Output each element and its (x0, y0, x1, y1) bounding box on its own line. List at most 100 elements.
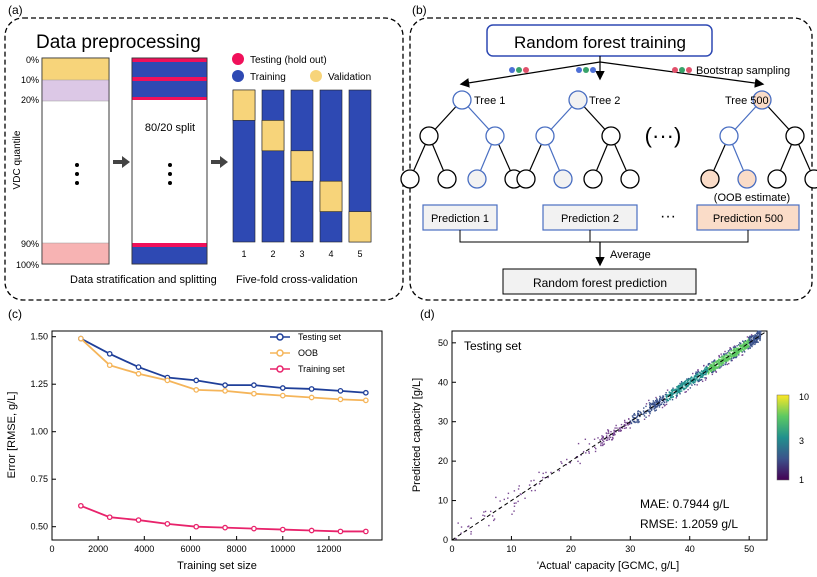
fold-5-validation (348, 211, 372, 243)
scatter-point (747, 338, 750, 341)
scatter-point (684, 380, 687, 382)
scatter-point (724, 354, 726, 357)
scatter-point (656, 403, 659, 406)
scatter-point (683, 383, 685, 385)
scatter-point (743, 351, 746, 353)
scatter-point (585, 452, 587, 454)
scatter-point (744, 343, 747, 345)
split-legend: Testing (hold out) Training Validation (232, 53, 371, 83)
x-tick-label: 4000 (134, 544, 154, 554)
scatter-point (672, 393, 675, 395)
tree-500-label: Tree 500 (725, 95, 769, 107)
scatter-point (623, 425, 626, 427)
y-tick-label: 40 (438, 377, 448, 387)
scatter-point (718, 355, 720, 358)
scatter-point (670, 396, 672, 398)
scatter-point (673, 389, 675, 392)
scatter-point (756, 339, 758, 341)
scatter-point (756, 333, 758, 335)
tree-2-node (535, 126, 555, 146)
scatter-point (637, 411, 639, 413)
series-point-1 (251, 390, 257, 397)
scatter-point (718, 354, 720, 357)
legend-validation-marker (310, 70, 322, 82)
scatter-point (602, 439, 604, 442)
scatter-point (659, 404, 661, 406)
legend-testing-marker (276, 333, 284, 341)
scatter-point (689, 378, 692, 380)
scatter-point (707, 368, 709, 370)
scatter-point (677, 385, 680, 387)
series-point-2 (362, 528, 369, 535)
prediction-1: Prediction 1 (431, 213, 489, 225)
legend-training: Training (250, 72, 286, 83)
scatter-point (712, 368, 714, 371)
scatter-point (659, 400, 661, 403)
panel-c-ticks: 0 2000 4000 6000 8000 10000 12000 0.50 0.75 1.00 1… (30, 332, 341, 554)
x-tick-label: 20 (566, 544, 576, 554)
scatter-point (697, 373, 699, 375)
tick-20pct: 20% (21, 95, 39, 105)
scatter-point (600, 442, 602, 444)
legend-training-marker (232, 70, 244, 82)
scatter-point (756, 331, 759, 333)
scatter-point (713, 367, 716, 369)
scatter-point (663, 403, 665, 406)
scatter-point (547, 476, 549, 479)
series-point-0 (222, 382, 228, 388)
scatter-point (720, 362, 723, 364)
panel-d-axes (451, 330, 768, 541)
scatter-point (698, 378, 701, 380)
y-tick-label: 1.25 (30, 379, 48, 389)
scatter-point (684, 385, 686, 387)
x-tick-label: 40 (685, 544, 695, 554)
scatter-point (676, 388, 678, 390)
scatter-point (701, 373, 703, 375)
rf-prediction: Random forest prediction (533, 276, 667, 290)
scatter-point (675, 394, 678, 397)
scatter-point (711, 368, 713, 370)
scatter-point (656, 399, 658, 401)
scatter-point (637, 419, 640, 421)
scatter-point (738, 352, 740, 354)
scatter-point (712, 371, 714, 374)
scatter-point (656, 402, 658, 404)
scatter-point (741, 351, 744, 353)
scatter-point (651, 403, 654, 406)
scatter-point (691, 378, 694, 381)
scatter-point (702, 371, 705, 373)
scatter-point (743, 350, 745, 352)
scatter-point (668, 391, 670, 393)
x-tick-label: 0 (449, 544, 454, 554)
scatter-point (758, 335, 760, 337)
scatter-point (755, 340, 758, 342)
scatter-point (503, 498, 506, 501)
scatter-point (528, 484, 531, 486)
scatter-point (678, 389, 680, 392)
scatter-point (513, 510, 515, 512)
scatter-point (751, 345, 753, 348)
scatter-point (672, 387, 674, 389)
tree-1-root-node (452, 90, 472, 110)
scatter-point (710, 364, 712, 367)
fold-2-validation (261, 120, 285, 152)
scatter-point (643, 415, 646, 417)
scatter-point (727, 350, 730, 352)
series-point-1 (193, 387, 200, 393)
scatter-point (631, 418, 634, 421)
scatter-point (623, 423, 626, 426)
scatter-point (733, 356, 735, 358)
scatter-point (759, 339, 761, 342)
scatter-point (656, 406, 658, 408)
parity-line (451, 330, 768, 541)
scatter-point (695, 374, 697, 376)
scatter-point (725, 360, 727, 362)
colorbar (776, 394, 790, 481)
scatter-point (710, 370, 713, 373)
panel-a: (a) Data preprocessing VDC quantile 0% 1… (4, 3, 404, 301)
panel-b-frame (409, 17, 813, 301)
y-tick-label: 10 (438, 496, 448, 506)
scatter-point (703, 370, 705, 372)
x-tick-label: 30 (625, 544, 635, 554)
scatter-point (724, 350, 726, 353)
